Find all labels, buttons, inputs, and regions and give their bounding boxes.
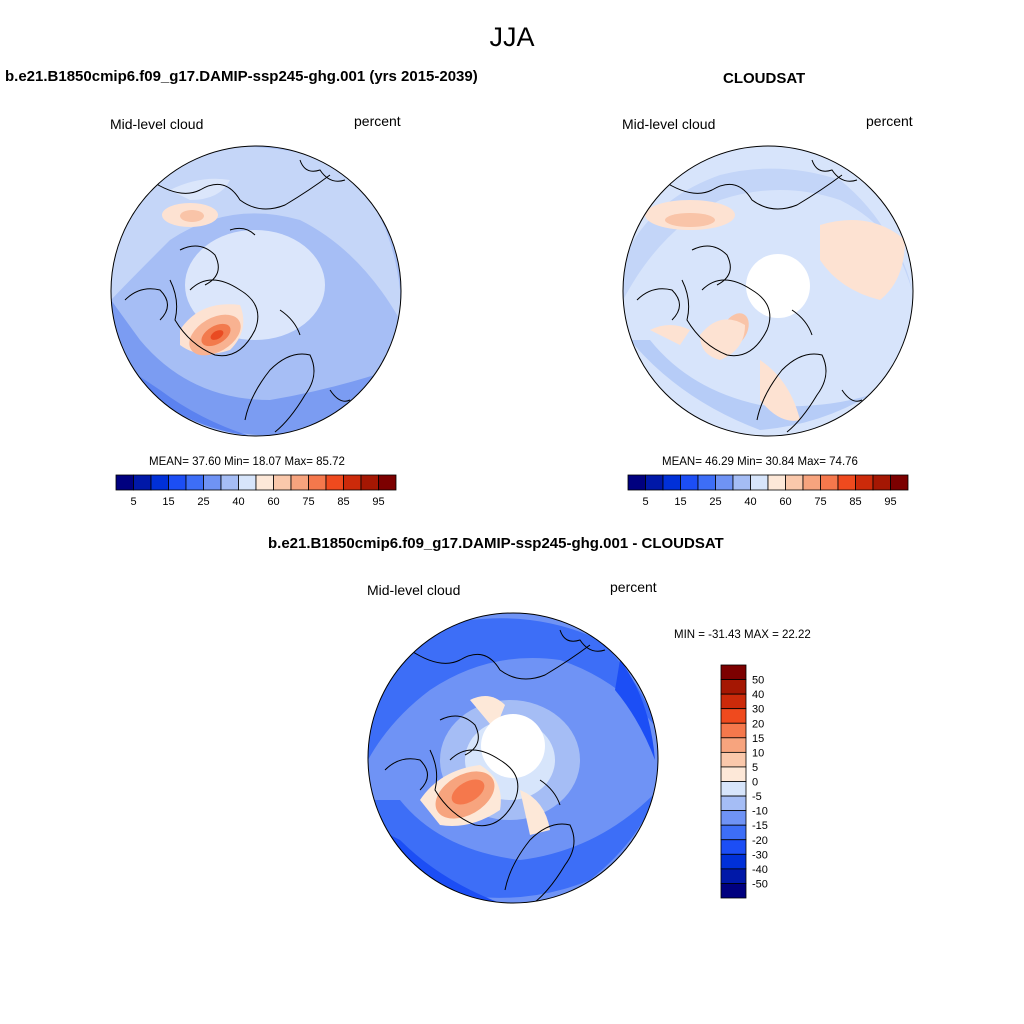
colorbar3-swatch <box>720 766 747 782</box>
colorbar3-tick-label: 40 <box>752 689 764 701</box>
panel2-title: CLOUDSAT <box>723 70 806 87</box>
colorbar3-tick-label: -5 <box>752 791 762 803</box>
colorbar1-tick-label: 15 <box>162 496 174 508</box>
colorbar1-swatch <box>273 474 292 491</box>
panel2-stats: MEAN= 46.29 Min= 30.84 Max= 74.76 <box>662 456 858 468</box>
colorbar3-swatch <box>720 693 747 710</box>
colorbar3-tick-label: 5 <box>752 762 758 774</box>
colorbar3-swatch <box>720 839 747 855</box>
panel1-stats: MEAN= 37.60 Min= 18.07 Max= 85.72 <box>149 456 345 468</box>
colorbar3-swatch <box>720 781 747 797</box>
colorbar1-swatch <box>185 474 204 491</box>
colorbar2-swatch <box>627 474 646 491</box>
colorbar1-tick-label: 85 <box>337 496 349 508</box>
colorbar2-swatch <box>732 474 751 491</box>
colorbar3-swatch <box>720 722 747 739</box>
colorbar2-tick-label: 5 <box>642 496 648 508</box>
panel3-map <box>368 613 658 903</box>
colorbar2-tick-label: 40 <box>744 496 756 508</box>
colorbar2-swatch <box>855 474 874 491</box>
colorbar3-tick-label: 10 <box>752 747 764 759</box>
panel3-variable-label: Mid-level cloud <box>367 582 461 598</box>
colorbar2-tick-label: 75 <box>814 496 826 508</box>
colorbar3-tick-label: -20 <box>752 835 768 847</box>
colorbar1-swatch <box>115 474 134 491</box>
colorbar3-tick-label: 20 <box>752 718 764 730</box>
colorbar2-tick-label: 60 <box>779 496 791 508</box>
panel1-map <box>111 146 401 436</box>
colorbar3-swatch <box>720 679 747 695</box>
colorbar3-swatch <box>720 824 747 841</box>
panel3-units-label: percent <box>610 579 657 595</box>
colorbar1-swatch <box>238 474 257 491</box>
colorbar2-swatch <box>767 474 786 491</box>
colorbar3-swatch <box>720 708 747 724</box>
colorbar3-swatch <box>720 737 747 753</box>
colorbar3-tick-label: 50 <box>752 675 764 687</box>
panel3-title: b.e21.B1850cmip6.f09_g17.DAMIP-ssp245-gh… <box>268 535 724 552</box>
colorbar3-tick-label: -15 <box>752 820 768 832</box>
panel3-stats: MIN = -31.43 MAX = 22.22 <box>674 629 811 641</box>
colorbar2-swatch <box>785 474 804 491</box>
colorbar2-swatch <box>645 474 664 491</box>
colorbar2-swatch <box>662 474 681 491</box>
colorbar3-tick-label: 0 <box>752 777 758 789</box>
colorbar1-swatch <box>308 474 327 491</box>
colorbar1-tick-label: 25 <box>197 496 209 508</box>
colorbar1-swatch <box>150 474 169 491</box>
colorbar3-swatch <box>720 883 747 899</box>
colorbar3-swatch <box>720 795 747 812</box>
colorbar3-swatch <box>720 810 747 826</box>
colorbar2-tick-label: 15 <box>674 496 686 508</box>
colorbar1-tick-label: 60 <box>267 496 279 508</box>
colorbar1-tick-label: 40 <box>232 496 244 508</box>
colorbar3-swatch <box>720 664 747 680</box>
panel2-map <box>623 146 913 436</box>
colorbar1-swatch <box>220 474 239 491</box>
colorbar1-swatch <box>290 474 309 491</box>
colorbar2-swatch <box>697 474 716 491</box>
colorbar3-tick-label: -30 <box>752 849 768 861</box>
colorbar2-tick-label: 25 <box>709 496 721 508</box>
colorbar3-tick-label: -10 <box>752 806 768 818</box>
colorbar2-swatch <box>890 474 909 491</box>
colorbar1-swatch <box>255 474 274 491</box>
colorbar1-tick-label: 75 <box>302 496 314 508</box>
colorbar1-swatch <box>133 474 152 491</box>
colorbar1-swatch <box>203 474 222 491</box>
colorbar1-swatch <box>360 474 379 491</box>
colorbar2-swatch <box>750 474 769 491</box>
colorbar1-swatch <box>168 474 187 491</box>
colorbar3-swatch <box>720 853 747 870</box>
colorbar2-swatch <box>715 474 734 491</box>
colorbar3-swatch <box>720 868 747 884</box>
panel1-units-label: percent <box>354 113 401 129</box>
colorbar2-swatch <box>802 474 821 491</box>
colorbar2-swatch <box>820 474 839 491</box>
colorbar3-tick-label: 15 <box>752 733 764 745</box>
panel1-variable-label: Mid-level cloud <box>110 116 204 132</box>
colorbar2-swatch <box>680 474 699 491</box>
colorbar3-tick-label: -50 <box>752 878 768 890</box>
colorbar1-swatch <box>343 474 362 491</box>
colorbar3-tick-label: 30 <box>752 704 764 716</box>
panel2-variable-label: Mid-level cloud <box>622 116 716 132</box>
colorbar2-swatch <box>872 474 891 491</box>
colorbar3-swatch <box>720 751 747 768</box>
colorbar1-tick-label: 5 <box>130 496 136 508</box>
colorbar3-tick-label: -40 <box>752 864 768 876</box>
colorbar2-tick-label: 85 <box>849 496 861 508</box>
main-title: JJA <box>489 22 535 52</box>
colorbar1-swatch <box>325 474 344 491</box>
colorbar1-swatch <box>378 474 397 491</box>
colorbar1-tick-label: 95 <box>372 496 384 508</box>
panel1-title: b.e21.B1850cmip6.f09_g17.DAMIP-ssp245-gh… <box>5 68 478 85</box>
colorbar2-tick-label: 95 <box>884 496 896 508</box>
colorbar2-swatch <box>837 474 856 491</box>
panel2-units-label: percent <box>866 113 913 129</box>
